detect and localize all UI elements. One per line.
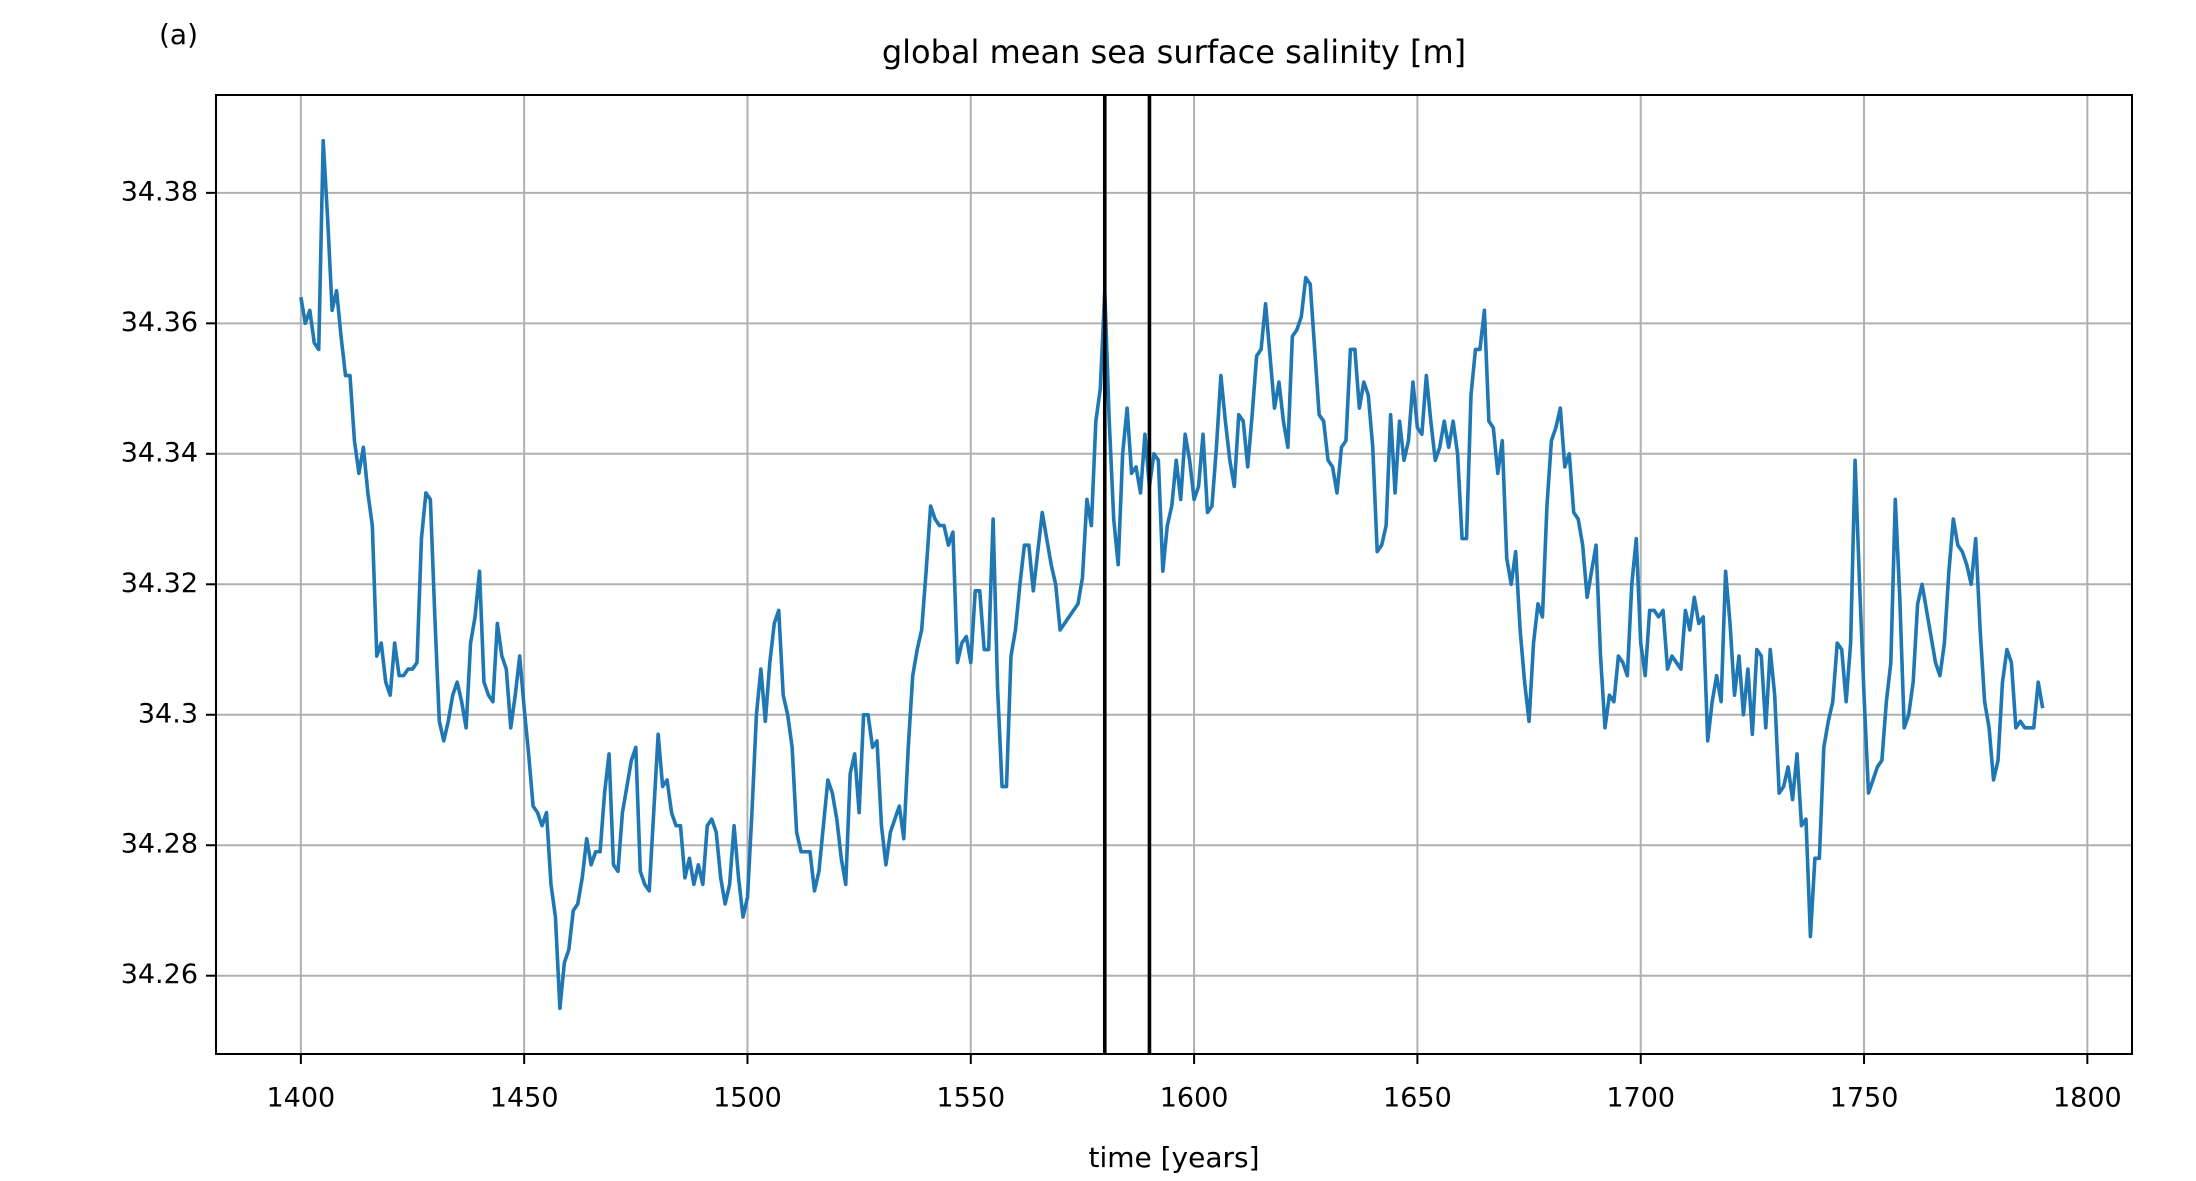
y-tick-label: 34.36	[121, 307, 198, 338]
x-axis-label: time [years]	[1088, 1141, 1259, 1174]
data-line	[299, 138, 2045, 1011]
y-tick-label: 34.38	[121, 176, 198, 207]
x-tick-label: 1500	[713, 1083, 782, 1114]
y-tick-label: 34.28	[121, 829, 198, 860]
panel-label: (a)	[159, 18, 198, 51]
y-tick-label: 34.26	[121, 959, 198, 990]
chart-title: global mean sea surface salinity [m]	[882, 33, 1466, 71]
x-tick-label: 1400	[266, 1083, 335, 1114]
x-tick-label: 1750	[1830, 1083, 1899, 1114]
x-tick-label: 1650	[1383, 1083, 1452, 1114]
y-tick-label: 34.3	[138, 698, 198, 729]
x-tick-label: 1700	[1606, 1083, 1675, 1114]
y-tick-label: 34.32	[121, 568, 198, 599]
x-tick-label: 1600	[1160, 1083, 1229, 1114]
x-tick-label: 1800	[2053, 1083, 2122, 1114]
plot-frame	[215, 94, 2133, 1055]
y-tick-label: 34.34	[121, 437, 198, 468]
x-tick-label: 1450	[490, 1083, 559, 1114]
x-tick-label: 1550	[936, 1083, 1005, 1114]
